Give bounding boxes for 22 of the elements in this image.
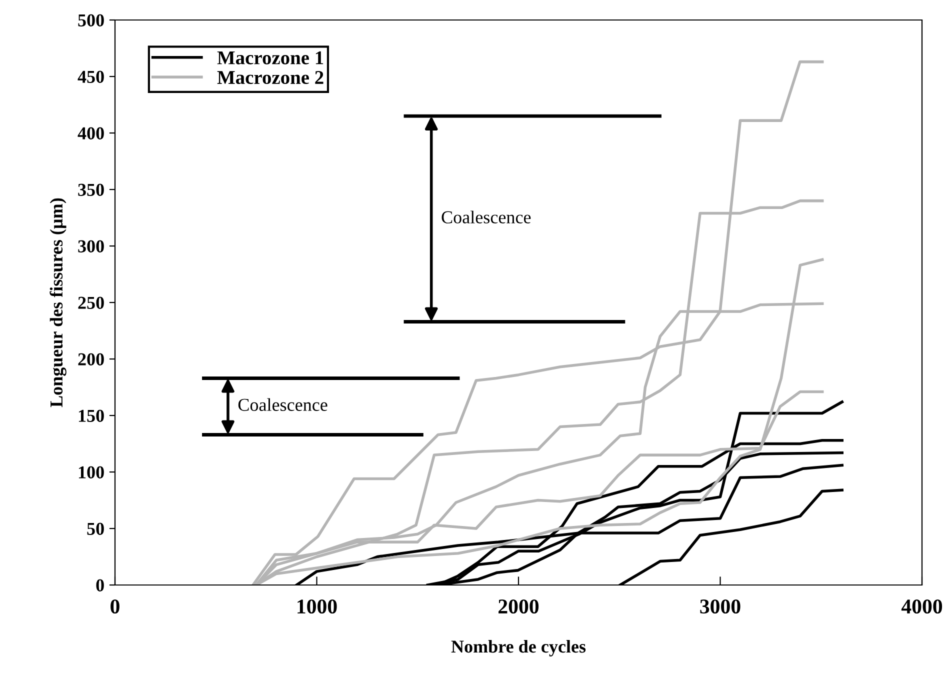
y-tick-label: 500 xyxy=(78,14,104,26)
y-axis-title: Longueur des fissures (µm) xyxy=(50,198,66,408)
x-axis-title: Nombre de cycles xyxy=(451,640,586,656)
x-tick-label: 0 xyxy=(110,599,120,614)
y-tick-label: 250 xyxy=(78,296,104,309)
legend-label: Macrozone 1 xyxy=(217,51,324,64)
y-tick-label: 0 xyxy=(96,579,104,592)
y-tick-label: 100 xyxy=(78,466,104,478)
annotation: Coalescence xyxy=(442,210,531,224)
y-tick-label: 400 xyxy=(78,127,104,140)
y-tick-label: 300 xyxy=(78,240,104,252)
y-tick-label: 200 xyxy=(78,353,104,366)
annotation: Coalescence xyxy=(238,398,328,411)
legend-label: Macrozone 2 xyxy=(217,70,324,84)
x-tick-label: 1000 xyxy=(298,599,337,614)
x-tick-label: 4000 xyxy=(901,599,942,614)
x-tick-label: 3000 xyxy=(700,599,740,614)
y-tick-label: 350 xyxy=(78,184,104,196)
y-tick-label: 50 xyxy=(87,522,104,535)
x-tick-label: 2000 xyxy=(498,599,539,614)
y-tick-label: 450 xyxy=(78,70,104,83)
y-tick-label: 150 xyxy=(78,410,104,422)
